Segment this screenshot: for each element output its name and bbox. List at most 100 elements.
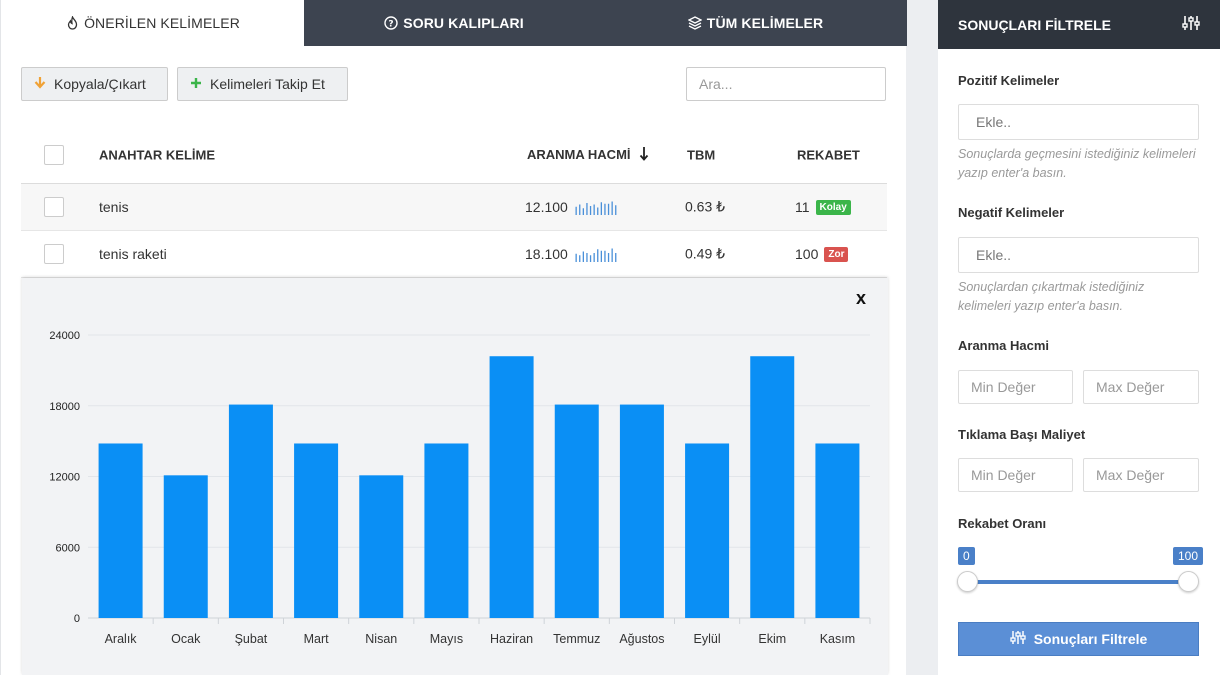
x-tick-label: Haziran — [490, 632, 533, 646]
sparkline-bar — [604, 203, 606, 215]
chart-bar — [294, 443, 339, 618]
tab-label: TÜM KELİMELER — [706, 15, 824, 31]
chart-bar — [424, 443, 469, 618]
chart-bar — [750, 356, 795, 618]
sparkline-bar — [600, 202, 602, 215]
sparkline-bar — [586, 203, 588, 215]
tab-all-keywords[interactable]: TÜM KELİMELER — [604, 0, 907, 46]
x-tick-label: Nisan — [365, 632, 397, 646]
negative-keywords-input[interactable] — [958, 237, 1199, 273]
svg-text:?: ? — [389, 20, 394, 30]
sparkline-bar — [607, 253, 610, 262]
sparkline-bar — [578, 255, 581, 262]
sparkline-bar — [582, 208, 584, 215]
x-tick-label: Mayıs — [430, 632, 463, 646]
sparkline-bar — [607, 203, 610, 215]
x-tick-label: Ağustos — [619, 632, 664, 646]
sparkline-bar — [600, 250, 602, 262]
sparkline-bar — [575, 206, 577, 215]
row-cpc: 0.63 ₺ — [685, 198, 726, 215]
x-tick-label: Ocak — [171, 632, 201, 646]
sort-desc-icon — [639, 146, 649, 164]
copy-export-label: Kopyala/Çıkart — [54, 76, 146, 92]
y-tick-label: 18000 — [49, 401, 80, 413]
copy-export-button[interactable]: Kopyala/Çıkart — [21, 67, 168, 101]
sliders-icon — [1010, 630, 1026, 648]
row-checkbox[interactable] — [44, 244, 64, 264]
cpc-min-input[interactable] — [958, 458, 1073, 492]
tab-bar: ÖNERİLEN KELİMELER ? SORU KALIPLARI TÜM … — [1, 0, 907, 46]
row-checkbox[interactable] — [44, 197, 64, 217]
follow-keywords-button[interactable]: Kelimeleri Takip Et — [177, 67, 348, 101]
competition-range-track[interactable] — [968, 580, 1188, 584]
sparkline-bar — [593, 253, 595, 262]
difficulty-badge: Kolay — [815, 199, 851, 215]
toolbar: Kopyala/Çıkart Kelimeleri Takip Et — [21, 67, 887, 101]
keyword-table: ANAHTAR KELİME ARANMA HACMİ TBM REKABET … — [21, 126, 887, 278]
positive-keywords-input[interactable] — [958, 104, 1199, 140]
positive-keywords-label: Pozitif Kelimeler — [958, 73, 1060, 88]
range-min-label: 0 — [958, 547, 975, 565]
volume-min-input[interactable] — [958, 370, 1073, 404]
row-competition: 11 Kolay — [795, 199, 851, 215]
tab-label: ÖNERİLEN KELİMELER — [84, 15, 240, 31]
bar-chart: 0 6000 12000 18000 24000 Aralık Ocak Şubat Mart N… — [49, 330, 871, 646]
tab-suggested-keywords[interactable]: ÖNERİLEN KELİMELER — [1, 0, 304, 46]
sparkline-bar — [578, 204, 581, 215]
range-max-handle[interactable] — [1178, 571, 1199, 592]
negative-keywords-label: Negatif Kelimeler — [958, 205, 1065, 220]
header-competition: REKABET — [797, 147, 860, 162]
sparkline-bar — [586, 253, 588, 262]
difficulty-badge: Zor — [824, 246, 849, 262]
filter-results-button[interactable]: Sonuçları Filtrele — [958, 622, 1199, 656]
sparkline-bar — [582, 251, 584, 262]
close-chart-button[interactable]: x — [856, 288, 867, 308]
range-min-handle[interactable] — [957, 571, 978, 592]
sparkline-bar — [589, 255, 592, 262]
table-row[interactable]: tenis 12.100 0.63 ₺ 11 Kolay — [21, 184, 887, 231]
row-competition-value: 11 — [795, 199, 810, 215]
sparkline-bar — [589, 206, 592, 215]
chart-bar — [489, 356, 534, 618]
search-volume-label: Aranma Hacmi — [958, 338, 1050, 353]
tab-label: SORU KALIPLARI — [403, 15, 524, 31]
x-tick-label: Ekim — [758, 632, 786, 646]
sliders-icon[interactable] — [1182, 15, 1200, 34]
row-cpc: 0.49 ₺ — [685, 245, 726, 262]
cpc-max-input[interactable] — [1083, 458, 1199, 492]
tab-question-patterns[interactable]: ? SORU KALIPLARI — [304, 0, 604, 46]
table-row[interactable]: tenis raketi 18.100 0.49 ₺ 100 Zor — [21, 231, 887, 278]
monthly-volume-chart: x 0 6000 12000 18000 24000 Aralık Ocak Şubat Mar… — [22, 278, 888, 675]
sparkline-bar — [614, 205, 617, 215]
search-input[interactable] — [686, 67, 886, 101]
header-volume[interactable]: ARANMA HACMİ — [527, 146, 649, 164]
trend-sparkline — [575, 201, 617, 215]
x-tick-label: Temmuz — [553, 632, 600, 646]
row-volume: 12.100 — [525, 199, 619, 215]
competition-rate-label: Rekabet Oranı — [958, 516, 1047, 531]
x-tick-label: Kasım — [820, 632, 855, 646]
chart-bar — [163, 475, 208, 618]
volume-max-input[interactable] — [1083, 370, 1199, 404]
question-circle-icon: ? — [384, 16, 398, 30]
chart-bar — [685, 443, 730, 618]
row-volume: 18.100 — [525, 246, 619, 262]
range-max-label: 100 — [1173, 547, 1204, 565]
row-competition: 100 Zor — [795, 246, 849, 262]
chart-bar — [815, 443, 860, 618]
sparkline-bar — [575, 253, 577, 262]
header-cpc: TBM — [687, 147, 716, 162]
fire-icon — [65, 16, 79, 30]
y-tick-label: 24000 — [49, 330, 80, 342]
chart-bar — [98, 443, 143, 618]
x-tick-label: Eylül — [694, 632, 721, 646]
plus-icon — [190, 76, 202, 92]
header-volume-label: ARANMA HACMİ — [527, 147, 631, 162]
x-tick-label: Mart — [304, 632, 330, 646]
sparkline-bar — [611, 201, 613, 215]
chart-bar — [554, 404, 599, 618]
chart-bar — [228, 404, 273, 618]
chart-bar — [359, 475, 404, 618]
filter-results-label: Sonuçları Filtrele — [1033, 631, 1148, 647]
select-all-checkbox[interactable] — [44, 144, 64, 165]
